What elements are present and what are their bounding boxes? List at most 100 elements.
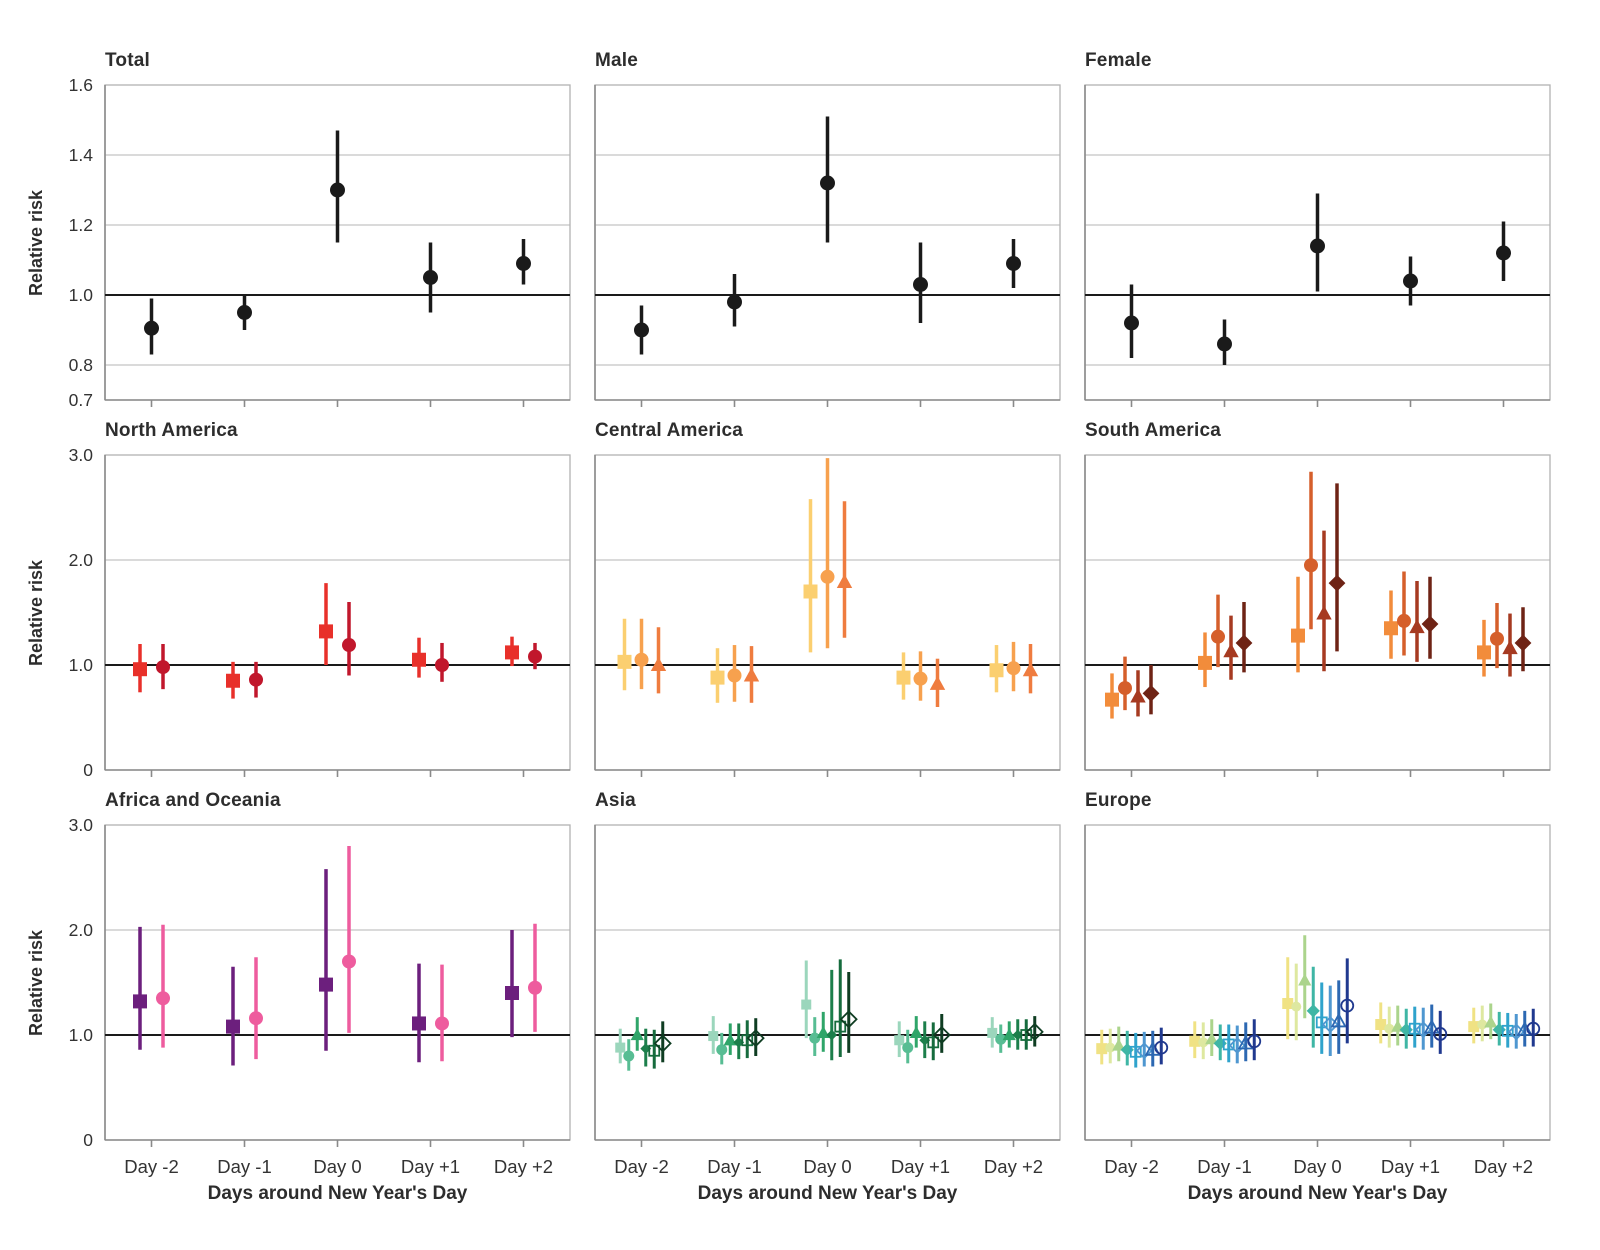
plot-africa-oceania: 3.0 2.0 1.0 0 Day -2 Day -1 Day 0 Day +1 Day +2 — [69, 815, 571, 1177]
y-tick-label: 0.7 — [69, 390, 93, 410]
marker-diamond — [653, 1034, 672, 1053]
marker-diamond — [1142, 684, 1160, 702]
marker-square — [708, 1031, 719, 1042]
marker-circle — [1006, 661, 1021, 676]
marker-circle — [249, 1011, 263, 1026]
x-axis-title-col1: Days around New Year's Day — [207, 1183, 468, 1204]
marker-square — [1282, 998, 1294, 1009]
plot-male — [594, 84, 1061, 407]
marker-circle — [634, 652, 649, 667]
marker-square — [648, 1044, 661, 1057]
marker-circle — [342, 954, 356, 969]
marker-circle — [1403, 273, 1418, 289]
marker-triangle — [1112, 1038, 1126, 1051]
marker-square — [617, 654, 632, 669]
marker-square — [133, 662, 147, 677]
marker-triangle — [1130, 688, 1146, 703]
marker-square — [1477, 645, 1491, 660]
marker-circle — [1340, 998, 1355, 1013]
panel-title-female: Female — [1085, 50, 1152, 71]
marker-square — [803, 584, 818, 599]
marker-circle — [809, 1032, 821, 1044]
x-tick-label: Day +2 — [1474, 1156, 1533, 1177]
marker-square — [1291, 628, 1305, 643]
panel-title-europe: Europe — [1085, 790, 1152, 811]
marker-circle — [1105, 1042, 1116, 1053]
marker-circle — [727, 294, 742, 310]
panel-title-north-america: North America — [105, 420, 238, 441]
x-axis-title-col3: Days around New Year's Day — [1187, 1183, 1448, 1204]
marker-diamond — [839, 1010, 858, 1029]
y-tick-label: 2.0 — [69, 920, 94, 940]
y-tick-label: 1.0 — [69, 1025, 94, 1045]
marker-square — [801, 999, 812, 1010]
panel-title-male: Male — [595, 50, 639, 71]
marker-square — [1408, 1022, 1421, 1035]
marker-triangle — [1205, 1032, 1219, 1045]
marker-square — [1222, 1038, 1235, 1051]
marker-circle — [435, 1016, 449, 1031]
marker-triangle — [1022, 662, 1039, 677]
panel-border — [1084, 454, 1551, 771]
marker-square — [1501, 1024, 1514, 1037]
marker-triangle — [630, 1028, 644, 1041]
marker-circle — [995, 1033, 1007, 1045]
marker-square — [226, 1019, 240, 1034]
x-tick-label: Day -2 — [614, 1156, 669, 1177]
marker-square — [1468, 1021, 1480, 1033]
marker-square — [133, 994, 147, 1009]
marker-triangle — [1484, 1015, 1498, 1028]
marker-circle — [913, 277, 928, 292]
marker-square — [1129, 1045, 1142, 1058]
marker-circle — [1496, 245, 1511, 261]
panel-title-central-america: Central America — [595, 420, 744, 441]
panel-border — [1084, 824, 1551, 1141]
marker-triangle — [1298, 973, 1312, 986]
marker-circle — [1384, 1023, 1395, 1034]
marker-triangle — [929, 675, 946, 690]
marker-circle — [423, 270, 438, 285]
marker-triangle — [1316, 605, 1332, 620]
marker-triangle — [1330, 1012, 1347, 1028]
plot-asia: Day -2 Day -1 Day 0 Day +1 Day +2 — [594, 824, 1061, 1177]
y-tick-label: 0.8 — [69, 355, 93, 375]
y-tick-label: 2.0 — [69, 550, 94, 570]
marker-square — [927, 1036, 940, 1049]
marker-square — [710, 670, 725, 685]
marker-circle — [342, 638, 356, 653]
marker-circle — [1118, 681, 1132, 696]
y-tick-label: 1.2 — [69, 215, 93, 235]
marker-circle — [1477, 1019, 1488, 1030]
marker-circle — [528, 980, 542, 995]
plot-north-america: 3.0 2.0 1.0 0 — [69, 445, 571, 780]
marker-circle — [156, 660, 170, 675]
y-tick-label: 3.0 — [69, 815, 94, 835]
marker-diamond — [1012, 1029, 1024, 1041]
marker-diamond — [1025, 1022, 1044, 1041]
x-tick-label: Day +2 — [984, 1156, 1043, 1177]
marker-square — [1384, 621, 1398, 636]
marker-circle — [1217, 336, 1232, 352]
marker-diamond — [1120, 1043, 1134, 1057]
marker-square — [989, 663, 1004, 678]
marker-triangle — [1002, 1028, 1016, 1041]
marker-diamond — [919, 1034, 931, 1046]
y-tick-label: 3.0 — [69, 445, 94, 465]
marker-circle — [1397, 613, 1411, 628]
plot-female — [1084, 84, 1551, 407]
marker-circle — [1211, 629, 1225, 644]
marker-diamond — [932, 1025, 951, 1045]
marker-circle — [1198, 1037, 1209, 1048]
marker-circle — [902, 1042, 914, 1054]
marker-square — [1198, 655, 1212, 670]
marker-circle — [249, 672, 263, 687]
marker-circle — [1526, 1021, 1541, 1036]
marker-triangle — [650, 656, 667, 671]
x-tick-label: Day -2 — [124, 1156, 179, 1177]
marker-triangle — [1409, 619, 1425, 634]
plot-central-america — [594, 454, 1061, 777]
plot-total: 1.6 1.4 1.2 1.0 0.8 0.7 — [69, 75, 571, 410]
marker-circle — [820, 175, 835, 191]
panel-border — [104, 454, 571, 771]
marker-circle — [528, 649, 542, 664]
